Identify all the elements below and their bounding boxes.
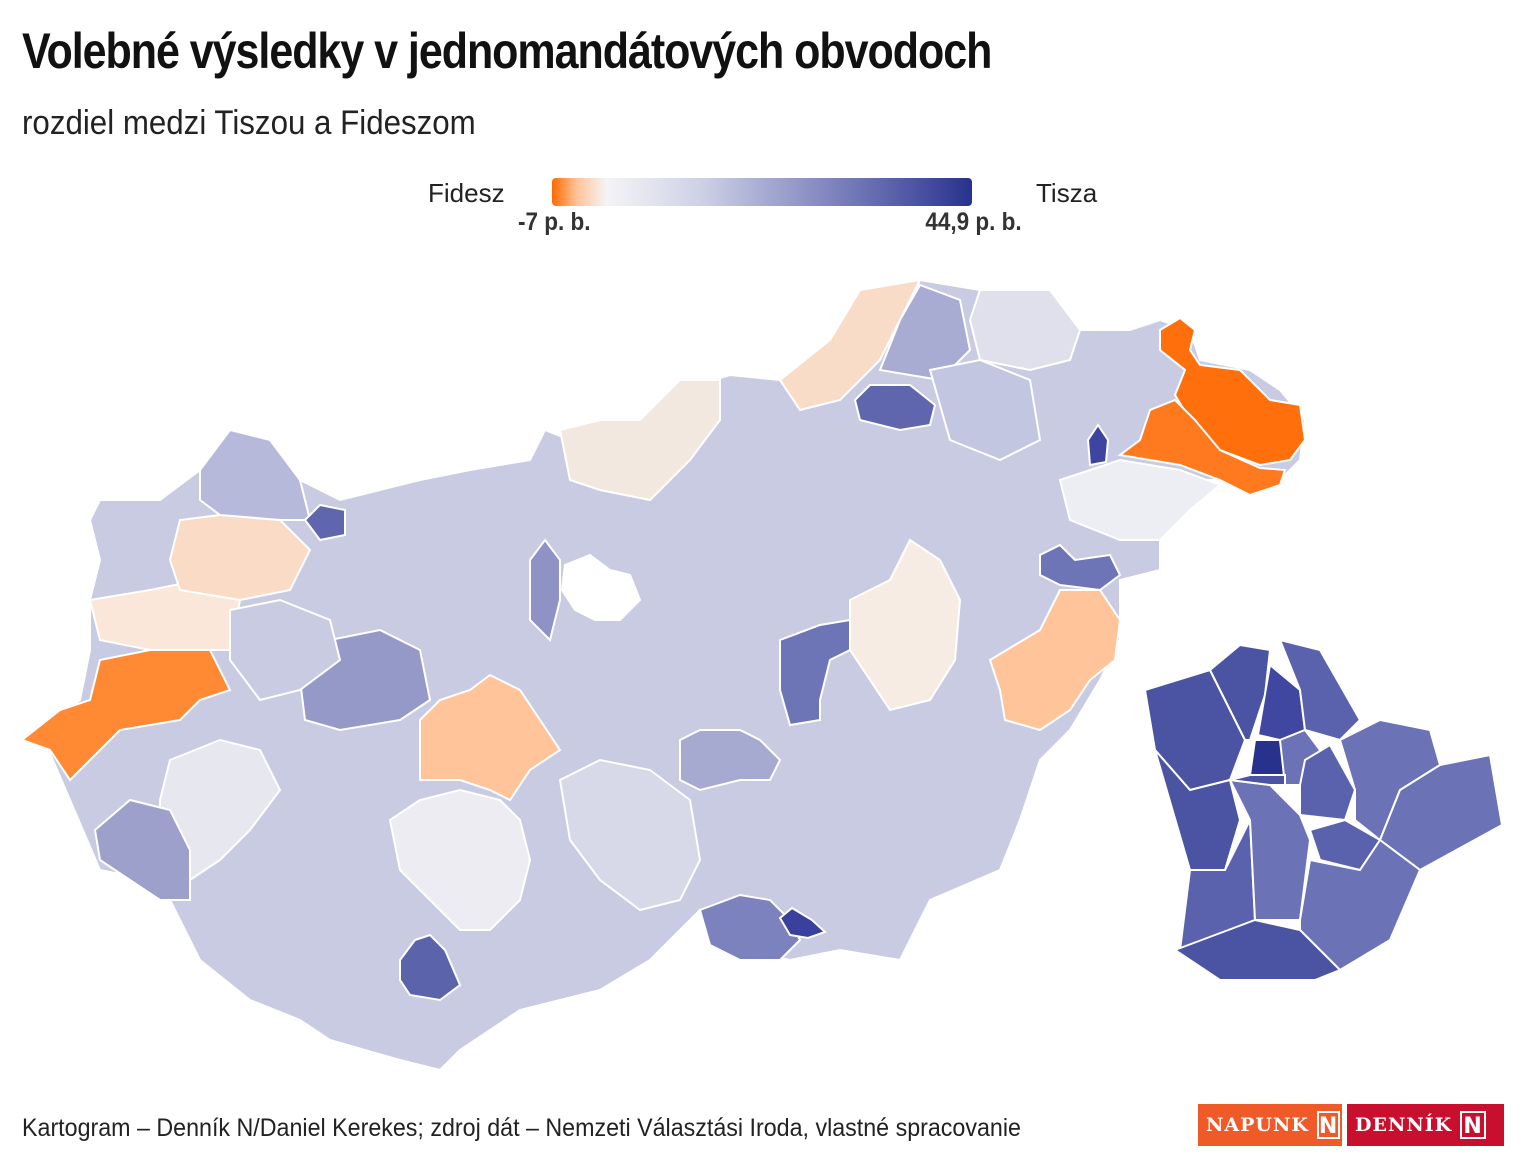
dennik-logo-text: DENNÍK xyxy=(1355,1114,1453,1136)
district-region xyxy=(968,289,1082,372)
district-region xyxy=(1039,543,1122,592)
map-subtitle: rozdiel medzi Tiszou a Fideszom xyxy=(22,104,476,142)
district-region xyxy=(19,649,232,782)
map-title: Volebné výsledky v jednomandátových obvo… xyxy=(22,23,992,79)
district-region xyxy=(168,513,312,602)
district-region xyxy=(853,384,937,432)
budapest-district xyxy=(1229,774,1286,786)
district-region xyxy=(558,758,702,912)
district-region xyxy=(679,729,782,792)
district-region xyxy=(988,589,1122,732)
district-region xyxy=(229,598,342,702)
district-region xyxy=(93,798,191,901)
district-region xyxy=(1058,458,1222,541)
napunk-logo-text: NAPUNK xyxy=(1206,1114,1309,1136)
district-region xyxy=(529,538,561,642)
district-region xyxy=(399,933,462,1002)
budapest-inset xyxy=(1143,638,1504,981)
district-region xyxy=(419,673,562,802)
district-region xyxy=(1117,398,1287,497)
legend-max-value: 44,9 p. b. xyxy=(925,208,1022,236)
district-region xyxy=(1159,316,1307,467)
napunk-logo[interactable]: NAPUNK N xyxy=(1198,1104,1342,1146)
dennik-logo-mark: N xyxy=(1460,1111,1487,1139)
district-region xyxy=(1086,423,1110,467)
district-region xyxy=(778,906,827,940)
district-region xyxy=(303,503,346,542)
budapest-district xyxy=(1172,918,1342,981)
district-region xyxy=(558,379,721,502)
napunk-logo-mark: N xyxy=(1316,1111,1341,1139)
district-region xyxy=(779,618,851,727)
legend-tisza-label: Tisza xyxy=(1036,178,1098,208)
district-region xyxy=(388,788,532,931)
source-credit: Kartogram – Denník N/Daniel Kerekes; zdr… xyxy=(22,1114,1021,1142)
legend-color-scale xyxy=(552,178,972,206)
district-region xyxy=(199,428,312,521)
legend-min-value: -7 p. b. xyxy=(518,208,591,236)
legend-fidesz-label: Fidesz xyxy=(428,178,505,208)
hungary-district-map xyxy=(19,278,1504,1072)
district-region xyxy=(928,358,1042,462)
dennik-logo[interactable]: DENNÍK N xyxy=(1347,1104,1504,1146)
district-region xyxy=(849,538,962,712)
district-region xyxy=(878,283,972,382)
budapest-area xyxy=(560,553,642,621)
budapest-district xyxy=(1228,778,1312,921)
district-region xyxy=(698,893,802,961)
